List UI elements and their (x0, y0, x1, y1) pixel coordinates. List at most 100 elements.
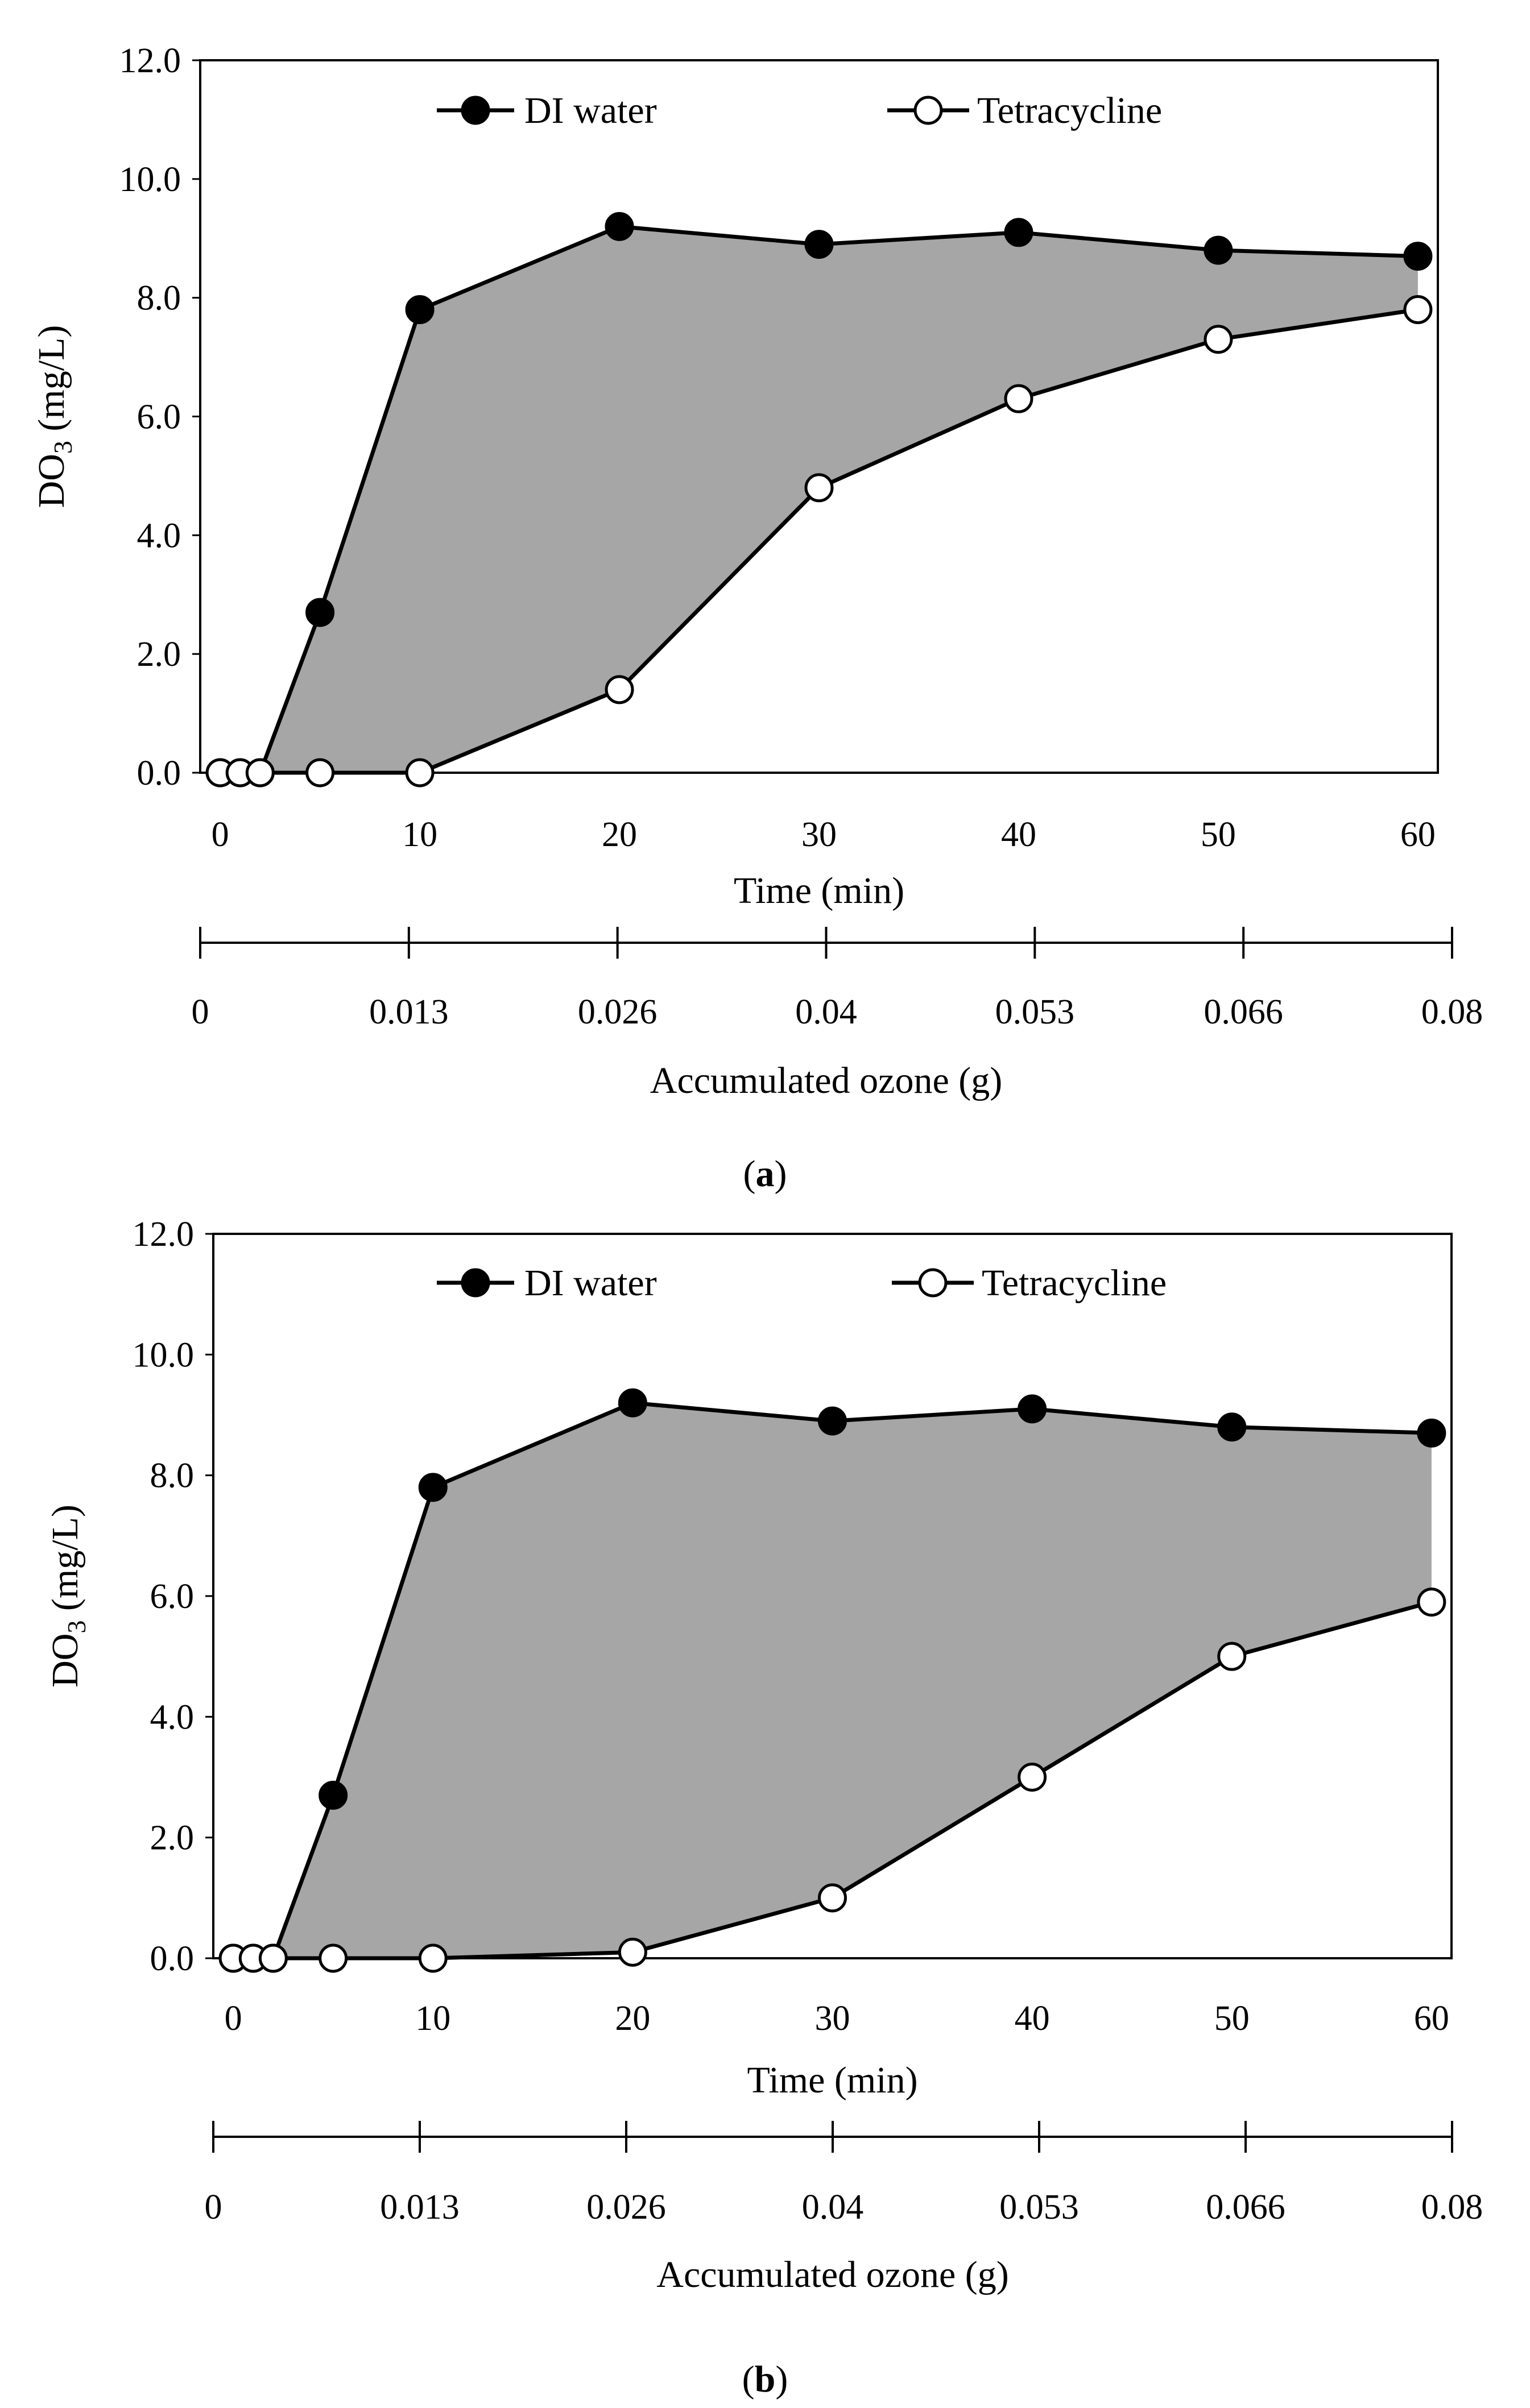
tetracycline-point (418, 1943, 448, 1973)
legend-marker (461, 1268, 490, 1298)
panel-label-open: ( (743, 1153, 756, 1195)
di-water-point (1004, 218, 1033, 247)
x-tick-label: 50 (1201, 815, 1236, 854)
secondary-axis-tick-label: 0.026 (586, 2188, 666, 2227)
x-tick-label: 60 (1400, 815, 1436, 854)
di-water-point (1204, 235, 1233, 265)
panel-label-open: ( (742, 2359, 755, 2400)
legend-label-di-water: DI water (524, 1262, 657, 1304)
di-water-point (405, 295, 435, 325)
fill-between-area (220, 226, 1418, 773)
secondary-axis-tick-label: 0.066 (1206, 2188, 1285, 2227)
di-water-point (1018, 1394, 1047, 1424)
x-tick-label: 0 (225, 1999, 242, 2038)
secondary-axis-tick-label: 0.04 (795, 993, 857, 1031)
panel-label-letter: b (755, 2359, 776, 2400)
di-water-point (319, 1780, 348, 1810)
y-axis-title-unit: (mg/L) (44, 1505, 86, 1620)
tetracycline-point (305, 758, 335, 788)
secondary-axis-tick-label: 0.08 (1421, 2188, 1483, 2227)
panel-label-letter: a (756, 1153, 775, 1195)
x-tick-label: 30 (801, 815, 837, 854)
y-axis-title-main: DO (44, 1634, 86, 1688)
di-water-point (605, 212, 634, 241)
secondary-axis-tick-label: 0 (205, 2188, 222, 2227)
y-tick-label: 12.0 (119, 42, 181, 80)
di-water-point (1217, 1412, 1247, 1442)
legend-marker (918, 1268, 948, 1298)
y-axis-title-unit: (mg/L) (31, 325, 72, 441)
di-water-point (1403, 242, 1433, 271)
legend-marker (913, 96, 943, 125)
y-axis-title-subscript: 3 (62, 1620, 91, 1634)
tetracycline-point (1004, 384, 1033, 413)
y-tick-label: 4.0 (137, 516, 181, 555)
secondary-axis-tick-label: 0 (192, 993, 209, 1031)
y-tick-label: 8.0 (150, 1457, 195, 1495)
panel-label-a: (a) (743, 1153, 787, 1195)
chart-panel-a: 0.02.04.06.08.010.012.00 10 20 30 40 50 60Time… (31, 42, 1483, 1101)
tetracycline-point (245, 758, 275, 788)
legend-marker (461, 96, 490, 125)
panel-label-close: ) (775, 2359, 788, 2400)
y-tick-label: 10.0 (133, 1336, 195, 1374)
tetracycline-point (1217, 1642, 1247, 1671)
tetracycline-point (618, 1937, 647, 1967)
x-tick-label: 60 (1414, 1999, 1449, 2038)
legend: DI water Tetracycline (437, 1262, 1167, 1304)
x-axis-title: Time (min) (747, 2059, 917, 2101)
y-axis-title-main: DO (31, 454, 72, 508)
tetracycline-point (258, 1943, 288, 1973)
di-water-point (305, 598, 335, 627)
y-tick-label: 6.0 (150, 1577, 195, 1616)
y-tick-label: 4.0 (150, 1698, 195, 1736)
secondary-axis-tick-label: 0.026 (578, 993, 658, 1031)
y-tick-label: 2.0 (150, 1819, 195, 1858)
x-tick-label: 30 (815, 1999, 850, 2038)
secondary-axis-title: Accumulated ozone (g) (650, 1060, 1002, 1101)
tetracycline-point (1018, 1763, 1047, 1792)
y-axis-title: DO3 (mg/L) (44, 1505, 91, 1688)
secondary-axis-tick-label: 0.066 (1204, 993, 1283, 1031)
tetracycline-point (804, 473, 834, 503)
legend-label-tetracycline: Tetracycline (977, 90, 1162, 131)
di-water-point (418, 1473, 448, 1502)
y-tick-label: 2.0 (137, 635, 181, 674)
x-tick-label: 40 (1015, 1999, 1050, 2038)
y-tick-label: 0.0 (137, 754, 181, 793)
x-tick-label: 10 (402, 815, 437, 854)
secondary-axis: 0 0.013 0.026 0.04 0.053 0.066 0.08 Accumulated… (205, 2121, 1483, 2295)
secondary-axis-tick-label: 0.08 (1421, 993, 1483, 1031)
secondary-axis-tick-label: 0.013 (380, 2188, 460, 2227)
y-axis-title: DO3 (mg/L) (31, 325, 77, 508)
secondary-axis-tick-label: 0.053 (995, 993, 1075, 1031)
secondary-axis: 0 0.013 0.026 0.04 0.053 0.066 0.08 Accumulated… (192, 927, 1483, 1101)
panel-label-b: (b) (742, 2359, 788, 2400)
y-tick-label: 0.0 (150, 1939, 195, 1978)
legend-label-tetracycline: Tetracycline (982, 1262, 1167, 1304)
di-water-point (1417, 1418, 1446, 1448)
x-tick-label: 50 (1214, 1999, 1250, 2038)
secondary-axis-tick-label: 0.04 (802, 2188, 864, 2227)
y-tick-label: 6.0 (137, 398, 181, 437)
secondary-axis-title: Accumulated ozone (g) (656, 2254, 1008, 2295)
tetracycline-point (1403, 295, 1433, 325)
fill-between-area (233, 1403, 1432, 1958)
tetracycline-point (405, 758, 435, 788)
legend-label-di-water: DI water (524, 90, 657, 131)
x-tick-label: 20 (615, 1999, 650, 2038)
di-water-point (818, 1406, 847, 1436)
y-tick-label: 8.0 (137, 279, 181, 318)
di-water-point (618, 1388, 647, 1418)
y-tick-label: 12.0 (133, 1215, 195, 1254)
secondary-axis-tick-label: 0.013 (369, 993, 449, 1031)
tetracycline-point (605, 675, 634, 704)
y-axis-title-subscript: 3 (48, 441, 77, 454)
tetracycline-point (1417, 1588, 1446, 1617)
x-tick-label: 20 (602, 815, 637, 854)
tetracycline-point (818, 1883, 847, 1913)
x-axis-title: Time (min) (734, 870, 904, 911)
y-tick-label: 10.0 (119, 160, 181, 199)
panel-label-close: ) (775, 1153, 787, 1195)
tetracycline-point (319, 1943, 348, 1973)
